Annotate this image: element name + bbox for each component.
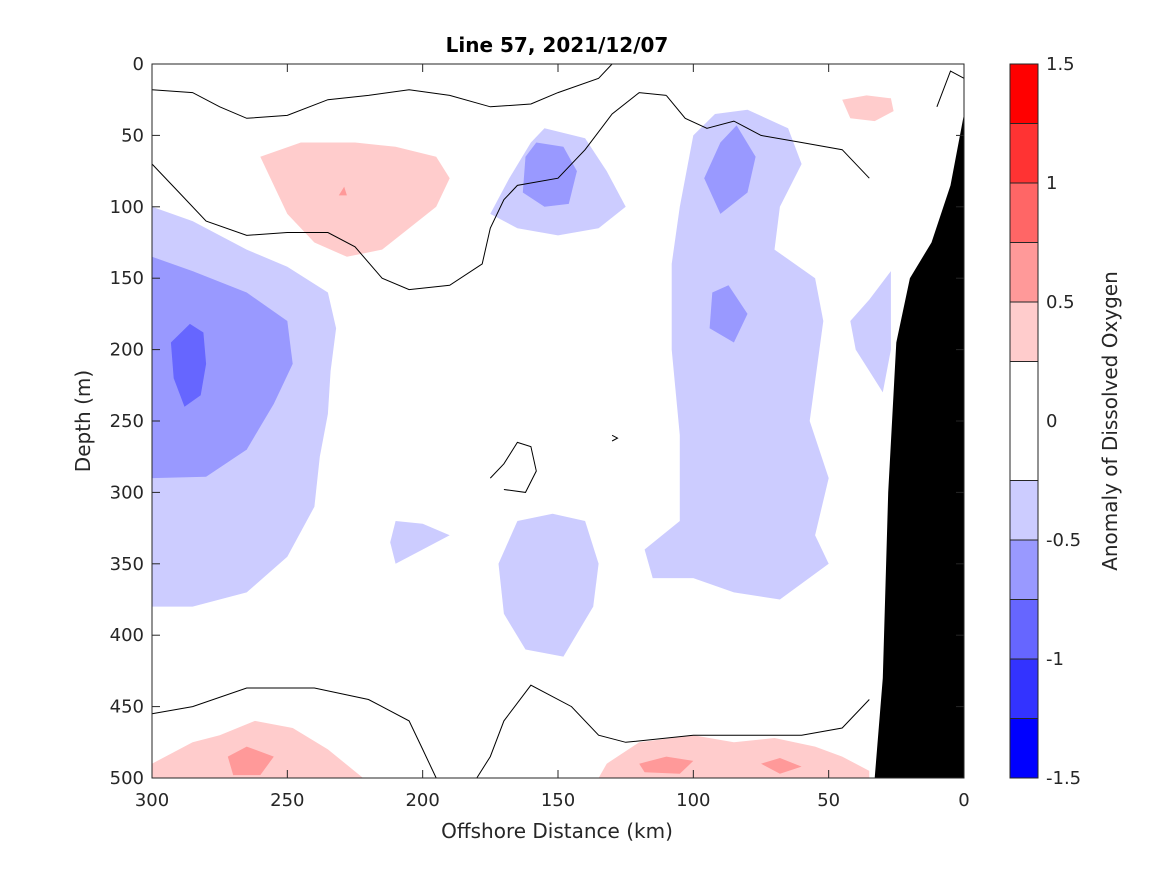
y-tick-label-1: 50 bbox=[121, 125, 144, 146]
contour-region-13 bbox=[390, 521, 450, 564]
x-tick-label-2: 200 bbox=[405, 790, 439, 811]
colorbar-tick-label-0: 1.5 bbox=[1046, 54, 1075, 75]
colorbar-level-9 bbox=[1009, 658, 1039, 719]
land-mask-group bbox=[874, 114, 964, 778]
contour-regions bbox=[152, 95, 894, 778]
contour-region-2 bbox=[842, 95, 894, 122]
zero-contour-line-5 bbox=[611, 434, 619, 442]
x-tick-label-5: 50 bbox=[817, 790, 840, 811]
contour-region-7 bbox=[522, 142, 577, 207]
colorbar-level-5 bbox=[1009, 361, 1039, 481]
contour-region-1 bbox=[338, 186, 347, 196]
y-tick-label-0: 0 bbox=[133, 54, 144, 75]
colorbar-level-4 bbox=[1009, 301, 1039, 362]
colorbar-tick-label-2: 0.5 bbox=[1046, 292, 1075, 313]
x-tick-label-3: 150 bbox=[541, 790, 575, 811]
colorbar-level-3 bbox=[1009, 242, 1039, 303]
contour-region-9 bbox=[704, 125, 756, 214]
colorbar-tick-label-1: 1 bbox=[1046, 173, 1057, 194]
contour-region-17 bbox=[639, 756, 694, 774]
y-tick-label-4: 200 bbox=[110, 340, 144, 361]
zero-contour-line-0 bbox=[151, 63, 613, 119]
x-tick-label-1: 250 bbox=[270, 790, 304, 811]
y-axis-title: Depth (m) bbox=[71, 370, 95, 472]
contour-region-11 bbox=[850, 271, 891, 393]
zero-contour-line-1 bbox=[151, 92, 667, 291]
y-axis: 0 50 100 150 200 250 300 350 400 450 500 bbox=[110, 54, 964, 789]
chart-title: Line 57, 2021/12/07 bbox=[446, 33, 669, 57]
land-mask bbox=[874, 114, 964, 778]
contour-region-10 bbox=[709, 285, 748, 343]
y-tick-label-10: 500 bbox=[110, 768, 144, 789]
zero-contour-lines bbox=[151, 63, 965, 779]
contour-region-4 bbox=[152, 256, 293, 479]
zero-contour-line-2 bbox=[489, 441, 537, 493]
colorbar-tick-label-5: -1 bbox=[1046, 649, 1064, 670]
colorbar-level-1 bbox=[1009, 123, 1039, 184]
colorbar-level-2 bbox=[1009, 182, 1039, 243]
plot-area bbox=[151, 63, 965, 779]
contour-region-0 bbox=[260, 142, 450, 257]
contour-region-14 bbox=[152, 720, 364, 778]
colorbar-tick-label-4: -0.5 bbox=[1046, 530, 1081, 551]
zero-contour-line-6 bbox=[665, 95, 870, 179]
colorbar-level-0 bbox=[1009, 63, 1039, 124]
colorbar-tick-label-6: -1.5 bbox=[1046, 768, 1081, 789]
y-tick-label-6: 300 bbox=[110, 482, 144, 503]
y-tick-label-5: 250 bbox=[110, 411, 144, 432]
x-tick-label-6: 0 bbox=[958, 790, 969, 811]
y-tick-label-8: 400 bbox=[110, 625, 144, 646]
x-axis: 300 250 200 150 100 50 0 bbox=[135, 64, 970, 811]
contour-region-5 bbox=[170, 323, 207, 407]
colorbar-frame bbox=[1009, 63, 1039, 779]
y-tick-label-2: 100 bbox=[110, 197, 144, 218]
contour-region-18 bbox=[761, 758, 802, 774]
x-axis-title: Offshore Distance (km) bbox=[441, 819, 673, 843]
zero-contour-line-3 bbox=[151, 687, 437, 779]
contour-region-8 bbox=[644, 109, 829, 600]
y-tick-label-7: 350 bbox=[110, 554, 144, 575]
colorbar-title: Anomaly of Dissolved Oxygen bbox=[1098, 271, 1122, 571]
y-tick-label-9: 450 bbox=[110, 697, 144, 718]
zero-contour-line-7 bbox=[936, 70, 965, 107]
x-tick-label-4: 100 bbox=[676, 790, 710, 811]
colorbar-level-7 bbox=[1009, 539, 1039, 600]
x-tick-label-0: 300 bbox=[135, 790, 169, 811]
colorbar-tick-label-3: 0 bbox=[1046, 411, 1057, 432]
colorbar-level-8 bbox=[1009, 599, 1039, 660]
colorbar: 1.5 1 0.5 0 -0.5 -1 -1.5 bbox=[1009, 54, 1081, 789]
y-tick-label-3: 150 bbox=[110, 268, 144, 289]
colorbar-level-10 bbox=[1009, 718, 1039, 779]
contour-region-15 bbox=[227, 746, 274, 776]
contour-region-12 bbox=[498, 513, 599, 657]
zero-contour-line-4 bbox=[476, 684, 870, 779]
colorbar-level-6 bbox=[1009, 480, 1039, 541]
